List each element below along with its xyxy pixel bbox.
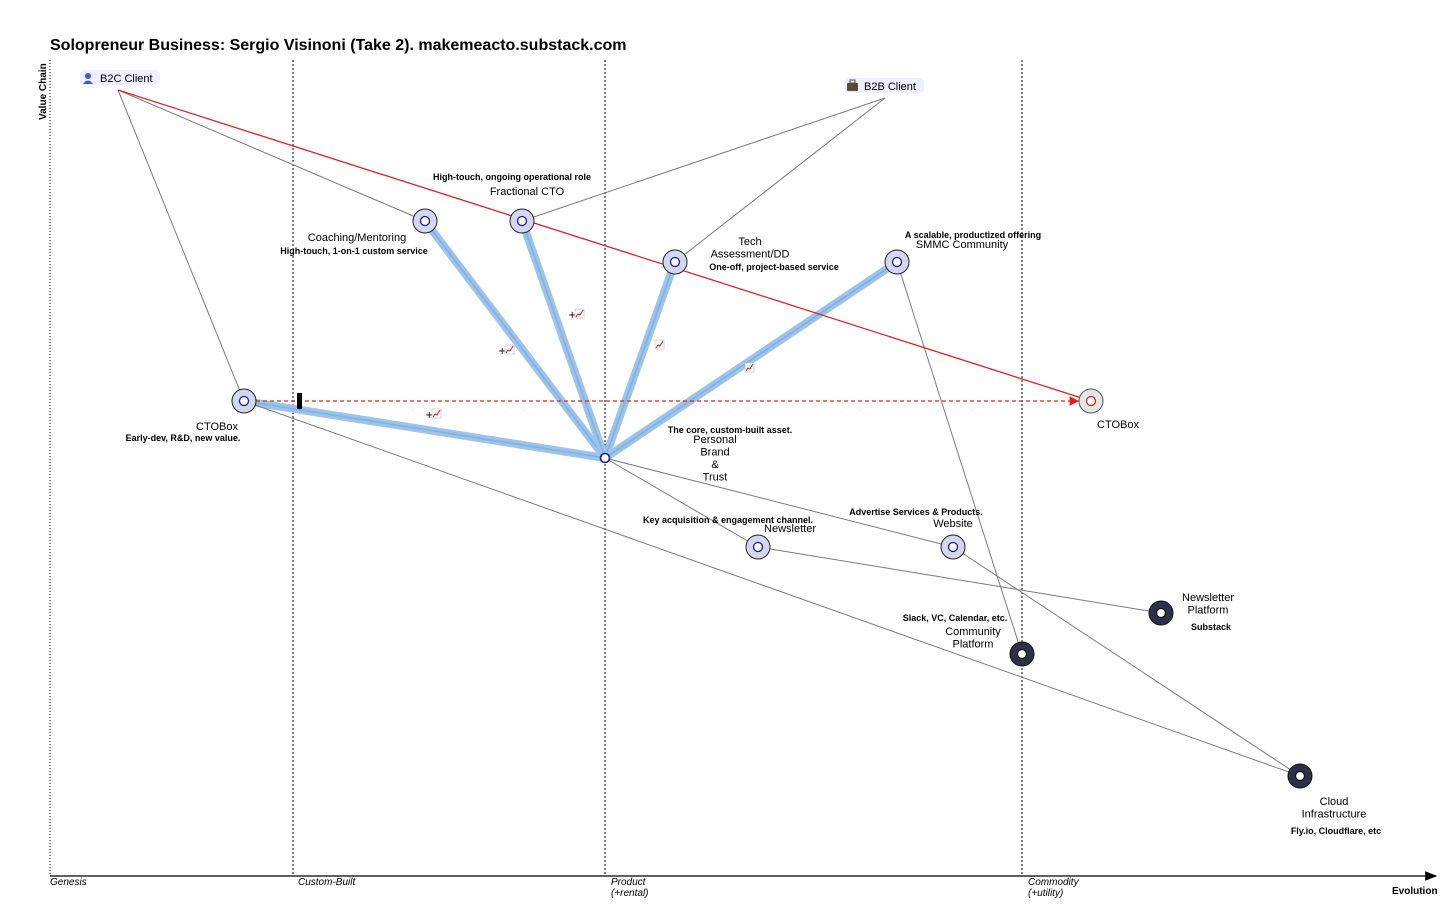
component-comm-platform[interactable] — [1009, 641, 1035, 667]
pipeline-symbol-coaching: + — [498, 346, 506, 357]
component-tech[interactable] — [662, 249, 688, 275]
mini-chart-icon — [654, 339, 665, 350]
component-note-coaching: High-touch, 1-on-1 custom service — [280, 246, 428, 256]
component-name-newsletter: Newsletter — [764, 523, 816, 535]
component-note-cloud: Fly.io, Cloudflare, etc — [1291, 826, 1381, 836]
stage-commodity: Commodity — [1028, 877, 1080, 888]
mini-chart-icon — [504, 344, 515, 355]
anchor-label-b2c: B2C Client — [100, 73, 153, 85]
y-axis-label: Value Chain — [38, 63, 49, 120]
anchor-b2b[interactable]: B2B Client — [844, 78, 924, 93]
red-link — [117, 89, 1092, 402]
component-name-nl-platform: Platform — [1188, 605, 1229, 617]
component-note-brand: The core, custom-built asset. — [668, 425, 793, 435]
component-ctobox-future[interactable] — [1078, 388, 1104, 414]
label-layer: + + + Fractional CTO High-touch, ongoing ope… — [80, 70, 1381, 836]
component-ctobox[interactable] — [231, 388, 257, 414]
component-name-brand: Personal — [693, 434, 736, 446]
component-name-fractional: Fractional CTO — [490, 186, 565, 198]
link-b2c-ctobox — [117, 89, 245, 402]
link-b2b-fractional — [521, 97, 886, 222]
component-name-website: Website — [933, 518, 973, 530]
component-note-ctobox: Early-dev, R&D, new value. — [126, 433, 241, 443]
link-b2b-tech — [674, 97, 886, 263]
stage-custom-built: Custom-Built — [298, 877, 356, 888]
component-name-cloud: Cloud — [1320, 796, 1349, 808]
component-name-cloud: Infrastructure — [1302, 809, 1367, 821]
component-note-newsletter: Key acquisition & engagement channel. — [643, 515, 813, 525]
anchor-b2c[interactable]: B2C Client — [80, 70, 160, 85]
mini-chart-icon — [574, 308, 585, 319]
component-cloud[interactable] — [1287, 763, 1313, 789]
component-smmc[interactable] — [884, 249, 910, 275]
briefcase-icon — [847, 79, 858, 91]
link-brand-newsletter — [604, 457, 759, 548]
person-icon — [83, 73, 93, 84]
component-note-fractional: High-touch, ongoing operational role — [433, 172, 591, 182]
link-newsletter-nl_platform — [757, 546, 1162, 614]
component-website[interactable] — [940, 534, 966, 560]
component-note-smmc: A scalable, productized offering — [905, 230, 1041, 240]
pipeline-core-smmc — [604, 261, 898, 459]
link-layer — [117, 89, 1301, 777]
link-b2c-coaching — [117, 89, 426, 222]
component-name-comm-platform: Platform — [953, 639, 994, 651]
component-name-ctobox-future: CTOBox — [1097, 419, 1139, 431]
mini-chart-icon — [431, 408, 442, 419]
link-website-cloud — [952, 546, 1301, 777]
component-note-website: Advertise Services & Products. — [849, 507, 983, 517]
component-note-comm-platform: Slack, VC, Calendar, etc. — [903, 613, 1008, 623]
component-nl-platform[interactable] — [1148, 600, 1174, 626]
component-name-nl-platform: Newsletter — [1182, 592, 1234, 604]
component-fractional[interactable] — [509, 208, 535, 234]
component-coaching[interactable] — [412, 208, 438, 234]
link-smmc-comm_platform — [896, 261, 1023, 655]
component-name-smmc: SMMC Community — [916, 239, 1009, 251]
pipeline-layer — [240, 217, 901, 462]
component-name-brand: Brand — [700, 447, 729, 459]
pipeline-core-ctobox — [243, 400, 606, 459]
component-name-brand: & — [711, 459, 719, 471]
component-name-brand: Trust — [703, 472, 728, 484]
stage-commodity-sub: (+utility) — [1028, 888, 1063, 899]
stage-product: Product — [611, 877, 647, 888]
component-brand[interactable] — [599, 452, 611, 464]
pipeline-symbol-ctobox: + — [425, 410, 433, 421]
x-axis-label: Evolution — [1392, 886, 1438, 897]
component-newsletter[interactable] — [745, 534, 771, 560]
stage-product-sub: (+rental) — [611, 888, 649, 899]
link-brand-website — [604, 457, 954, 548]
pipeline-symbol-fractional: + — [568, 310, 576, 321]
component-name-tech: Tech — [738, 236, 761, 248]
component-name-comm-platform: Community — [945, 626, 1001, 638]
pipeline-core-fractional — [521, 220, 606, 459]
mini-chart-icon — [744, 362, 755, 373]
component-name-tech: Assessment/DD — [711, 249, 790, 261]
component-note-nl-platform: Substack — [1191, 622, 1232, 632]
anchor-label-b2b: B2B Client — [864, 81, 916, 93]
map-title: Solopreneur Business: Sergio Visinoni (T… — [50, 37, 626, 54]
node-layer — [231, 208, 1313, 789]
inertia-marker — [297, 393, 302, 409]
component-name-ctobox: CTOBox — [196, 421, 238, 433]
component-name-coaching: Coaching/Mentoring — [308, 232, 406, 244]
stage-genesis: Genesis — [50, 877, 87, 888]
pipeline-core-tech — [604, 261, 676, 459]
component-note-tech: One-off, project-based service — [709, 262, 839, 272]
link-ctobox-cloud — [243, 400, 1301, 777]
pipeline-core-coaching — [424, 220, 606, 459]
